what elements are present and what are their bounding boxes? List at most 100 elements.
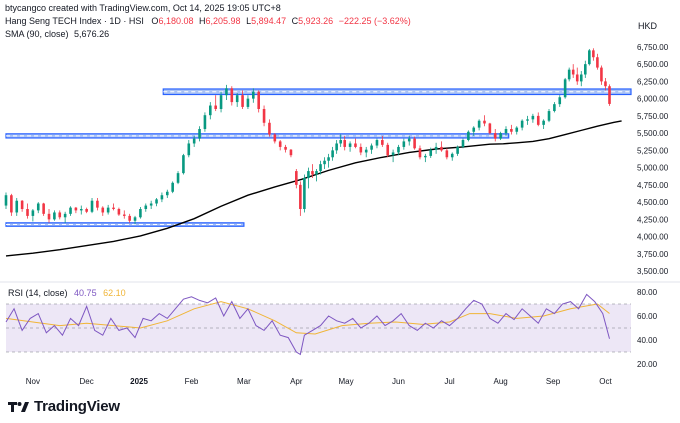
- candle: [257, 90, 260, 113]
- candle-body: [319, 164, 322, 172]
- candle: [434, 142, 438, 154]
- sma-label: SMA (90, close): [5, 29, 69, 39]
- candle: [477, 119, 481, 131]
- candle-body: [63, 213, 67, 218]
- candle-body: [450, 153, 454, 158]
- candle: [563, 77, 567, 99]
- candle: [273, 133, 277, 144]
- sma-legend: SMA (90, close) 5,676.26: [5, 29, 109, 39]
- candle-body: [53, 212, 56, 220]
- candle: [155, 197, 158, 207]
- tradingview-logo-icon: [8, 401, 29, 412]
- candle: [58, 210, 62, 220]
- candle: [192, 135, 196, 147]
- candle-body: [488, 123, 492, 134]
- candle: [461, 138, 465, 149]
- candle-body: [596, 57, 599, 68]
- time-tick-label: May: [338, 377, 353, 386]
- candle-body: [413, 138, 416, 149]
- candle-body: [42, 203, 45, 214]
- candle: [391, 149, 395, 163]
- time-tick-label: Feb: [185, 377, 199, 386]
- rsi-tick-label: 40.00: [637, 336, 658, 345]
- candle: [252, 88, 255, 103]
- candle: [128, 213, 131, 223]
- time-tick-label: Oct: [599, 377, 612, 386]
- candle-body: [47, 213, 51, 220]
- candle-body: [323, 160, 326, 165]
- candle: [299, 181, 302, 216]
- candle-body: [101, 207, 105, 213]
- candle: [47, 209, 51, 223]
- candle-body: [584, 64, 587, 75]
- candle: [160, 192, 164, 203]
- candle-body: [176, 173, 180, 183]
- candle-body: [354, 143, 357, 147]
- candle-body: [225, 88, 228, 96]
- candle-body: [31, 210, 35, 216]
- price-tick-label: 4,000.00: [637, 233, 669, 242]
- candle-body: [311, 171, 314, 175]
- candle: [303, 174, 306, 213]
- candle: [331, 146, 334, 161]
- candle: [203, 112, 207, 132]
- candle: [488, 122, 492, 135]
- candle-body: [467, 131, 470, 141]
- candle-body: [26, 209, 29, 216]
- candle: [493, 128, 497, 142]
- candle-body: [284, 146, 287, 150]
- candle-body: [133, 217, 137, 221]
- candle: [424, 153, 427, 163]
- candle: [536, 112, 540, 127]
- candle-body: [187, 143, 191, 156]
- candle-body: [139, 209, 142, 218]
- time-tick-label: Jun: [392, 377, 405, 386]
- candle-body: [273, 134, 277, 142]
- candle-body: [520, 120, 524, 128]
- candle-body: [15, 200, 19, 213]
- candle: [112, 203, 115, 211]
- candle: [604, 77, 607, 91]
- time-tick-label: 2025: [130, 377, 148, 386]
- candle-body: [445, 150, 449, 158]
- candle: [289, 148, 293, 158]
- price-tick-label: 6,250.00: [637, 77, 669, 86]
- candle: [588, 48, 591, 66]
- price-tick-label: 3,750.00: [637, 250, 669, 259]
- candle: [85, 207, 88, 214]
- price-tick-label: 4,250.00: [637, 215, 669, 224]
- candle: [10, 193, 13, 216]
- candle-body: [600, 67, 603, 82]
- candle-body: [359, 146, 363, 153]
- price-tick-label: 5,500.00: [637, 129, 669, 138]
- candle: [63, 211, 67, 223]
- candle-body: [483, 120, 486, 124]
- candle-body: [230, 88, 234, 103]
- candle-body: [542, 120, 545, 125]
- candle: [74, 206, 78, 214]
- candle-body: [209, 105, 212, 116]
- candle: [171, 181, 174, 194]
- price-axis: 3,500.00 3,750.00 4,000.00 4,250.00 4,500.00…: [637, 43, 669, 276]
- candle-body: [339, 140, 342, 144]
- candle-body: [112, 207, 115, 210]
- candle: [225, 84, 228, 101]
- candle-body: [418, 148, 422, 158]
- candle: [96, 197, 99, 211]
- open-label: O: [151, 16, 159, 26]
- candle: [176, 171, 180, 185]
- candle: [381, 135, 384, 147]
- candle-body: [579, 74, 583, 82]
- support-zones: [5, 88, 632, 227]
- candle: [284, 144, 287, 153]
- candle-body: [149, 203, 153, 206]
- candle: [429, 147, 433, 158]
- tradingview-logo[interactable]: TradingView: [8, 398, 120, 415]
- rsi-line: [5, 293, 610, 356]
- candle-body: [96, 200, 99, 208]
- sma-line: [5, 120, 622, 257]
- candle: [515, 126, 519, 135]
- candle: [235, 93, 239, 107]
- candle-body: [608, 86, 611, 104]
